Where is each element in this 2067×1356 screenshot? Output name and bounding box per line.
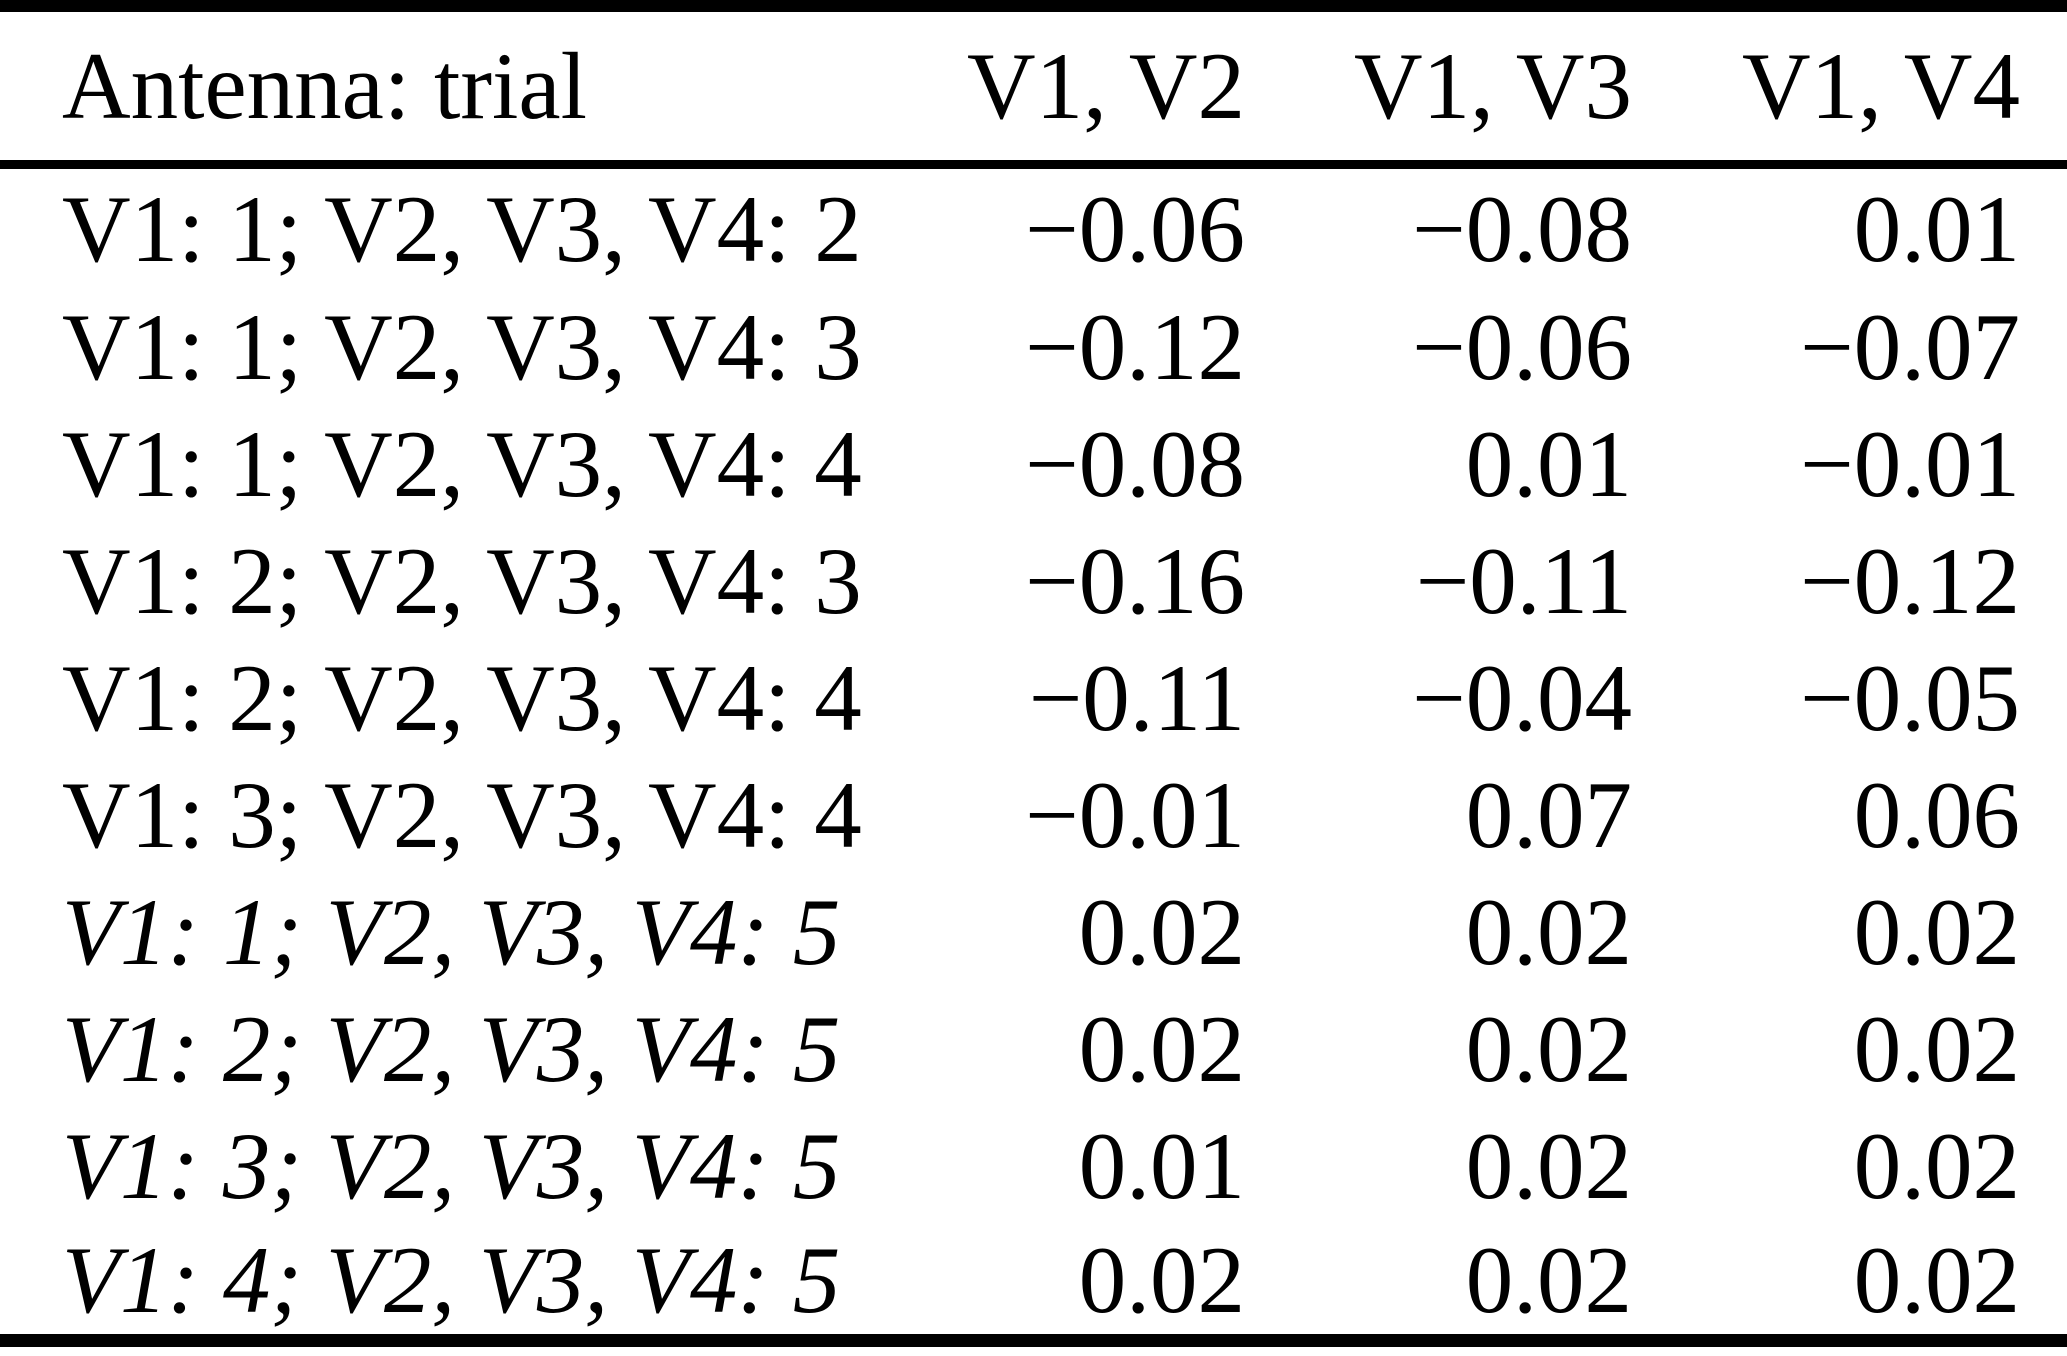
table-row: V1: 4; V2, V3, V4: 5 0.02 0.02 0.02: [0, 1224, 2067, 1341]
table-row: V1: 1; V2, V3, V4: 3 −0.12 −0.06 −0.07: [0, 288, 2067, 405]
cell-v1-v3: −0.08: [1412, 176, 1632, 283]
table-row: V1: 2; V2, V3, V4: 5 0.02 0.02 0.02: [0, 990, 2067, 1107]
table-row: V1: 3; V2, V3, V4: 5 0.01 0.02 0.02: [0, 1107, 2067, 1224]
cell-v1-v3: 0.07: [1465, 762, 1632, 868]
table-row: V1: 2; V2, V3, V4: 3 −0.16 −0.11 −0.12: [0, 522, 2067, 639]
cell-v1-v4: 0.02: [1853, 1226, 2020, 1333]
cell-v1-v4: −0.07: [1800, 294, 2020, 400]
table-row: V1: 1; V2, V3, V4: 5 0.02 0.02 0.02: [0, 873, 2067, 990]
cell-v1-v3: −0.04: [1412, 645, 1632, 751]
cell-v1-v3: 0.02: [1465, 1226, 1632, 1333]
cell-v1-v4: 0.02: [1853, 879, 2020, 985]
cell-v1-v4: −0.01: [1800, 411, 2020, 517]
table-row: V1: 1; V2, V3, V4: 4 −0.08 0.01 −0.01: [0, 405, 2067, 522]
row-label: V1: 1; V2, V3, V4: 3: [62, 294, 862, 400]
row-label: V1: 2; V2, V3, V4: 5: [62, 996, 841, 1102]
row-label: V1: 3; V2, V3, V4: 4: [62, 762, 862, 868]
cell-v1-v3: 0.01: [1465, 411, 1632, 517]
table-row: V1: 2; V2, V3, V4: 4 −0.11 −0.04 −0.05: [0, 639, 2067, 756]
column-header-v1-v3: V1, V3: [1245, 6, 1632, 169]
cell-v1-v4: 0.01: [1853, 176, 2020, 283]
cell-v1-v2: −0.16: [1025, 528, 1245, 634]
cell-v1-v3: −0.06: [1412, 294, 1632, 400]
column-header-antenna-trial: Antenna: trial: [0, 6, 900, 169]
cell-v1-v3: −0.11: [1415, 528, 1632, 634]
cell-v1-v2: −0.06: [1025, 176, 1245, 283]
cell-v1-v2: 0.02: [1078, 1226, 1245, 1333]
table-row: V1: 3; V2, V3, V4: 4 −0.01 0.07 0.06: [0, 756, 2067, 873]
cell-v1-v3: 0.02: [1465, 879, 1632, 985]
cell-v1-v3: 0.02: [1465, 1113, 1632, 1219]
cell-v1-v2: 0.02: [1078, 996, 1245, 1102]
row-label: V1: 2; V2, V3, V4: 4: [62, 645, 862, 751]
row-label: V1: 1; V2, V3, V4: 2: [62, 176, 862, 283]
row-label: V1: 3; V2, V3, V4: 5: [62, 1113, 841, 1219]
column-header-v1-v4: V1, V4: [1632, 6, 2067, 169]
table-body: V1: 1; V2, V3, V4: 2 −0.06 −0.08 0.01 V1…: [0, 165, 2067, 1341]
row-label: V1: 2; V2, V3, V4: 3: [62, 528, 862, 634]
cell-v1-v4: −0.05: [1800, 645, 2020, 751]
cell-v1-v4: −0.12: [1800, 528, 2020, 634]
cell-v1-v3: 0.02: [1465, 996, 1632, 1102]
cell-v1-v4: 0.02: [1853, 996, 2020, 1102]
row-label: V1: 4; V2, V3, V4: 5: [62, 1226, 841, 1333]
cell-v1-v2: 0.02: [1078, 879, 1245, 985]
cell-v1-v4: 0.02: [1853, 1113, 2020, 1219]
cell-v1-v2: −0.01: [1025, 762, 1245, 868]
cell-v1-v4: 0.06: [1853, 762, 2020, 868]
table-row: V1: 1; V2, V3, V4: 2 −0.06 −0.08 0.01: [0, 165, 2067, 288]
row-label: V1: 1; V2, V3, V4: 4: [62, 411, 862, 517]
cell-v1-v2: −0.12: [1025, 294, 1245, 400]
row-label: V1: 1; V2, V3, V4: 5: [62, 879, 841, 985]
header-row: Antenna: trial V1, V2 V1, V3 V1, V4: [0, 6, 2067, 169]
cell-v1-v2: −0.08: [1025, 411, 1245, 517]
cell-v1-v2: −0.11: [1028, 645, 1245, 751]
column-header-v1-v2: V1, V2: [900, 6, 1245, 169]
cell-v1-v2: 0.01: [1078, 1113, 1245, 1219]
